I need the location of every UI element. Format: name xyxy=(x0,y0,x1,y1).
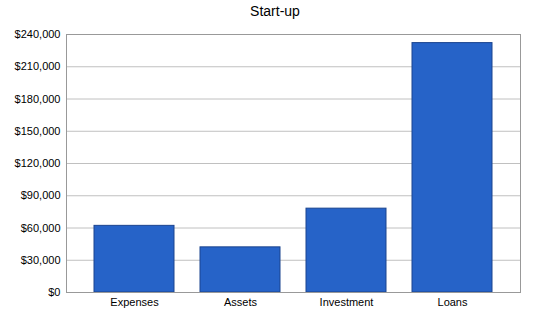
svg-text:$0: $0 xyxy=(48,286,60,298)
svg-text:$120,000: $120,000 xyxy=(15,157,61,169)
svg-text:$60,000: $60,000 xyxy=(21,222,61,234)
svg-text:$180,000: $180,000 xyxy=(15,93,61,105)
html-text:Start-up: Start-up xyxy=(250,3,300,19)
svg-text:$90,000: $90,000 xyxy=(21,189,61,201)
svg-text:$210,000: $210,000 xyxy=(15,60,61,72)
svg-text:$30,000: $30,000 xyxy=(21,254,61,266)
svg-text:$240,000: $240,000 xyxy=(15,28,61,40)
svg-text:Loans: Loans xyxy=(438,296,468,308)
svg-text:Assets: Assets xyxy=(224,296,258,308)
svg-text:Investment: Investment xyxy=(320,296,374,308)
svg-text:$150,000: $150,000 xyxy=(15,125,61,137)
svg-text:Expenses: Expenses xyxy=(110,296,159,308)
